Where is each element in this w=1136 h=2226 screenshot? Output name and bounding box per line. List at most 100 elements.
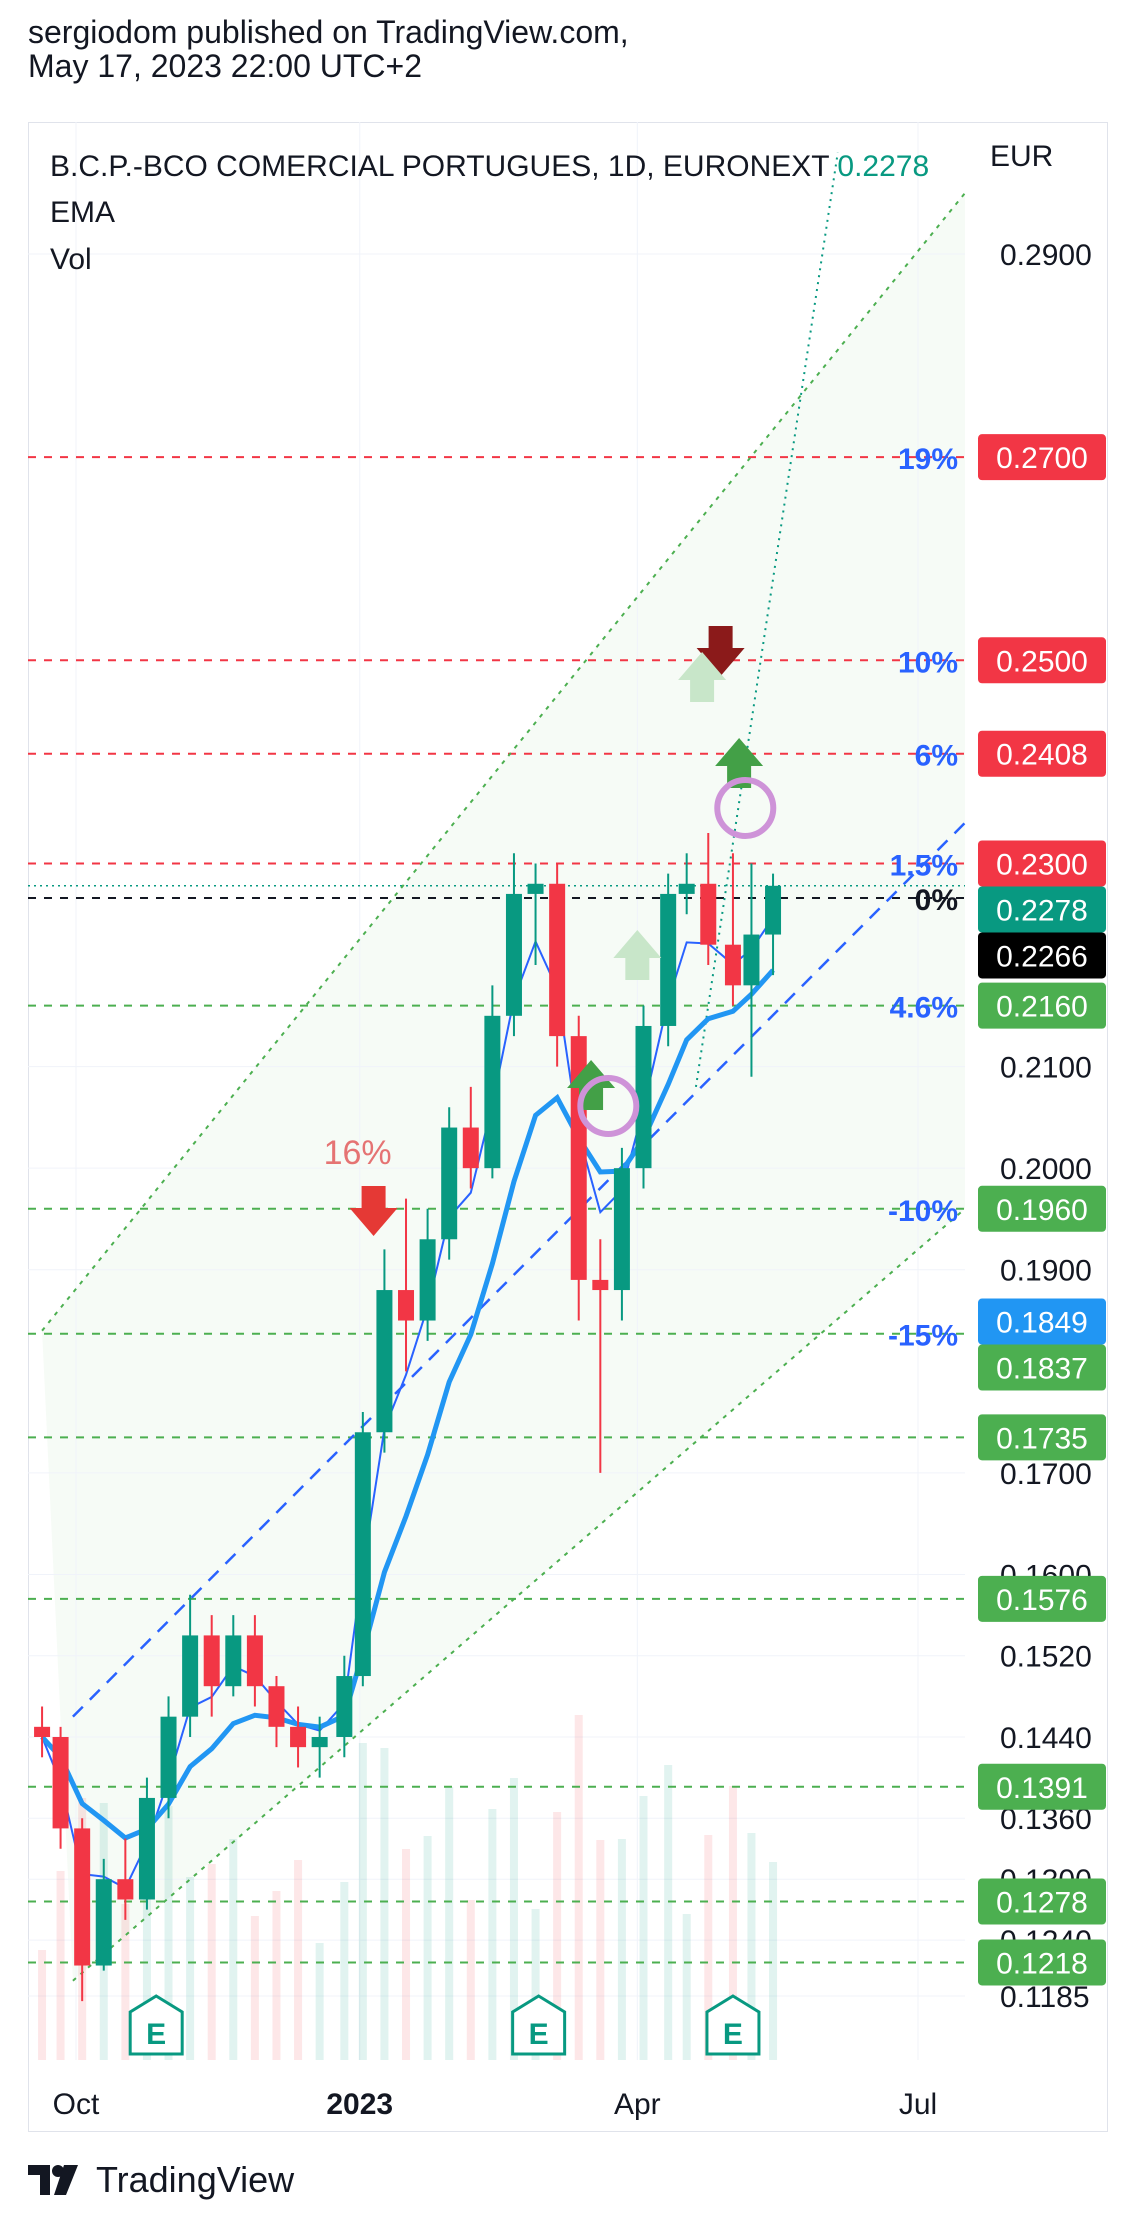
volume-bar	[617, 1839, 626, 2060]
volume-bar	[553, 1812, 562, 2060]
volume-bar	[186, 1877, 195, 2060]
volume-bar	[423, 1836, 432, 2060]
price-badge-text: 0.2408	[996, 739, 1088, 772]
price-badge-text: 0.1576	[996, 1584, 1088, 1617]
volume-bar	[229, 1839, 238, 2060]
volume-bar	[769, 1862, 778, 2060]
price-badge-text: 0.1278	[996, 1887, 1088, 1920]
sell-arrow-icon	[349, 1186, 398, 1236]
legend-ema[interactable]: EMA	[50, 196, 116, 229]
price-badge-bg	[978, 434, 1106, 481]
earnings-marker: E	[705, 1994, 761, 2056]
price-badge-text: 0.1218	[996, 1947, 1088, 1980]
price-badge-text: 0.1391	[996, 1772, 1088, 1805]
candle-2022-12-19	[311, 1716, 328, 1778]
volume-bar	[682, 1914, 691, 2060]
volume-bar	[164, 1806, 173, 2060]
y-tick-label-7: 0.1440	[1000, 1722, 1092, 1755]
candle-body	[117, 1879, 134, 1900]
percent-label-5: 4.6%	[890, 992, 958, 1025]
candle-2023-02-13	[484, 985, 501, 1179]
price-badge-bg	[978, 932, 1106, 979]
candle-body	[549, 883, 566, 1037]
price-badge-bg	[978, 1939, 1106, 1986]
x-tick-label-3: Jul	[899, 2088, 937, 2121]
legend-last-price: 0.2278	[837, 150, 930, 183]
volume-bar	[531, 1909, 540, 2060]
channel-upper-line	[41, 192, 966, 1332]
tradingview-brand: TradingView	[96, 2159, 295, 2200]
price-badge-text: 0.1837	[996, 1353, 1088, 1386]
sell-arrow-icon	[696, 626, 745, 676]
tradingview-logo[interactable]: TradingView	[28, 2159, 295, 2200]
earnings-marker-shape	[511, 1994, 567, 2056]
ema-fast-line	[41, 917, 774, 1890]
candle-2022-10-03	[74, 1818, 91, 2002]
candle-2023-01-02	[354, 1411, 371, 1687]
price-badge-bg	[978, 1878, 1106, 1925]
price-badge-text: 0.2500	[996, 645, 1088, 678]
candle-2022-12-05	[268, 1676, 285, 1748]
candle-2022-11-21	[225, 1615, 242, 1697]
trend-channel-fill	[42, 193, 966, 1981]
candle-2023-01-09	[376, 1249, 393, 1453]
volume-bar	[56, 1871, 65, 2060]
price-badge-text: 0.2300	[996, 848, 1088, 881]
candle-body	[246, 1635, 263, 1687]
candle-body	[527, 883, 544, 894]
candle-2022-11-28	[246, 1615, 263, 1707]
legend-vol[interactable]: Vol	[50, 243, 92, 276]
candle-2023-02-06	[462, 1086, 479, 1189]
y-tick-label-1: 0.2100	[1000, 1052, 1092, 1085]
volume-bar	[488, 1809, 497, 2060]
candle-body	[34, 1726, 51, 1737]
tradingview-logo-icon	[28, 2165, 78, 2195]
earnings-marker-label: E	[146, 2018, 166, 2051]
y-tick-label-6: 0.1520	[1000, 1641, 1092, 1674]
buy-arrow-icon	[678, 652, 727, 702]
candle-body	[138, 1797, 155, 1900]
candle-body	[441, 1127, 458, 1240]
volume-bar	[728, 1786, 737, 2060]
candle-body	[95, 1879, 112, 1966]
candle-2023-03-06	[549, 863, 566, 1067]
legend-title-row: B.C.P.-BCO COMERCIAL PORTUGUES, 1D, EURO…	[50, 150, 929, 184]
x-tick-label-2: Apr	[614, 2088, 661, 2121]
volume-bar	[596, 1840, 605, 2060]
candle-body	[336, 1676, 353, 1737]
price-badge-14: 0.1218	[978, 1939, 1106, 1986]
volume-bar	[380, 1748, 389, 2060]
candle-body	[462, 1127, 479, 1169]
percent-label-4: 0%	[915, 884, 958, 917]
percent-label-0: 19%	[898, 443, 958, 476]
earnings-marker: E	[511, 1994, 567, 2056]
price-badge-3: 0.2300	[978, 840, 1106, 887]
candle-2022-10-31	[160, 1696, 177, 1819]
candle-2022-09-26	[52, 1726, 69, 1849]
candle-body	[290, 1726, 307, 1748]
price-badge-7: 0.1960	[978, 1185, 1106, 1232]
volume-bar	[358, 1743, 367, 2060]
price-badge-text: 0.1849	[996, 1307, 1088, 1340]
price-badge-text: 0.2160	[996, 991, 1088, 1024]
candle-body	[724, 944, 741, 986]
volume-bar	[445, 1787, 454, 2060]
candle-body	[484, 1015, 501, 1169]
candle-2022-11-14	[203, 1615, 220, 1717]
candle-body	[505, 893, 522, 1016]
volume-bar	[142, 1837, 151, 2060]
volume-bar	[704, 1835, 713, 2060]
price-badge-bg	[978, 1344, 1106, 1391]
x-tick-label-0: Oct	[53, 2088, 100, 2121]
currency-label[interactable]: EUR	[990, 140, 1054, 173]
volume-bar	[38, 1950, 47, 2060]
x-tick-label-1: 2023	[326, 2088, 393, 2121]
candle-2023-05-02	[724, 853, 741, 1006]
chart-frame[interactable]	[28, 122, 1108, 2132]
earnings-marker-label: E	[723, 2018, 743, 2051]
volume-bar	[574, 1715, 583, 2060]
price-badge-bg	[978, 1575, 1106, 1622]
candle-body	[268, 1686, 285, 1727]
target-circle-icon	[714, 777, 777, 839]
